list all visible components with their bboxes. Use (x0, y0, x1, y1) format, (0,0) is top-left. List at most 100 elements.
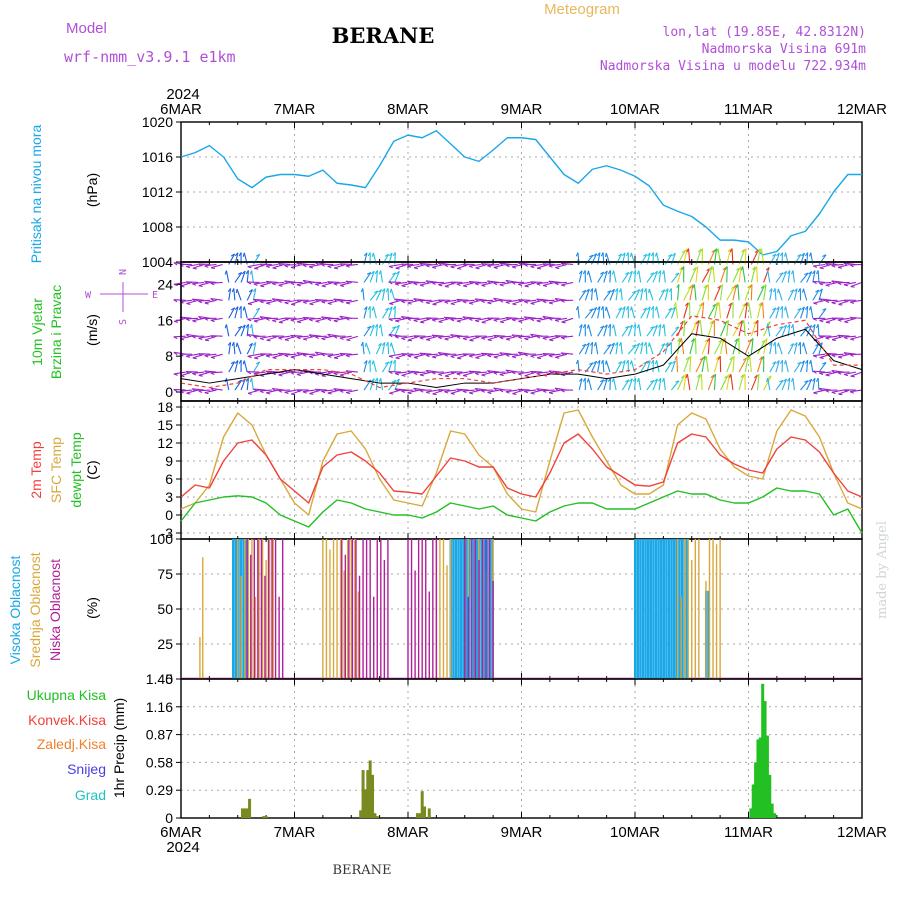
wind-arrow-head (249, 377, 253, 383)
wind-arrow-head (831, 280, 836, 284)
wind-arrow (228, 342, 232, 355)
wind-arrow-head (278, 337, 283, 340)
wind-arrow-head (560, 337, 566, 340)
cloud-bar-high (636, 539, 640, 679)
wind-arrow-head (388, 371, 393, 375)
wind-arrow (462, 299, 475, 302)
wind-arrow (812, 343, 820, 355)
wind-arrow-head (302, 301, 307, 304)
wind-arrow-head (819, 282, 824, 286)
wind-arrow-head (462, 390, 467, 394)
wind-arrow (251, 270, 254, 283)
wind-arrow (198, 263, 211, 266)
wind-arrow-head (629, 324, 633, 328)
wind-arrow (658, 289, 666, 301)
wind-arrow (536, 371, 549, 374)
wind-arrow-head (185, 371, 190, 375)
wind-arrow-head (801, 360, 805, 364)
wind-arrow (793, 288, 798, 301)
cloud-bar-high (707, 590, 710, 679)
temp-ytick-label: 12 (157, 435, 173, 451)
wind-arrow-head (758, 302, 762, 307)
wind-arrow-head (675, 272, 680, 276)
wind-arrow (333, 298, 346, 301)
wind-arrow (186, 317, 199, 320)
wind-arrow (831, 389, 844, 393)
wind-arrow (536, 388, 549, 391)
wind-arrow-head (831, 370, 836, 374)
wind-arrow (186, 263, 199, 267)
wind-arrow (787, 343, 795, 355)
wind-arrow (339, 389, 352, 392)
wind-arrow (825, 317, 838, 323)
wind-arrow-head (578, 378, 583, 382)
wind-arrow-head (284, 339, 289, 342)
wind-arrow-head (400, 316, 405, 320)
wind-arrow-head (271, 298, 276, 302)
wind-arrow (737, 284, 740, 301)
compass-n-label: N (118, 269, 129, 275)
wind-arrow-head (413, 335, 418, 339)
wind-arrow-head (648, 342, 650, 347)
precip-legend: Ukupna KisaKonvek.KisaZaledj.KisaSnijegG… (27, 687, 107, 803)
precip-bar (756, 739, 760, 818)
wind-arrow-head (838, 393, 843, 396)
wind-arrow-head (629, 270, 633, 275)
wind-arrow (812, 378, 816, 391)
wind-arrow-head (363, 252, 368, 257)
wind-arrow-head (711, 249, 716, 253)
wind-arrow-head (668, 341, 672, 346)
wind-arrow (345, 353, 358, 356)
wind-arrow (394, 360, 396, 373)
wind-arrow-head (296, 352, 301, 356)
wind-arrow-head (277, 389, 283, 393)
wind-arrow-head (314, 299, 319, 303)
wind-arrow-head (804, 380, 809, 383)
precip-legend-3: Snijeg (67, 761, 106, 777)
wind-arrow (584, 308, 594, 319)
wind-arrow (640, 307, 648, 319)
wind-arrow-head (249, 324, 253, 329)
wind-arrow (247, 317, 260, 320)
wind-arrow (315, 317, 328, 322)
temp-ytick-label: 9 (165, 453, 173, 469)
cloud-bar-high (639, 539, 642, 679)
wind-arrow (590, 342, 594, 355)
wind-arrow-head (607, 344, 612, 347)
wind-arrow-head (643, 288, 647, 293)
wind-arrow (524, 335, 537, 340)
wind-arrow (272, 353, 285, 359)
wind-arrow (713, 339, 723, 355)
precip-bar (765, 735, 769, 818)
wind-arrow (493, 334, 506, 337)
precip-bar (758, 737, 762, 818)
wind-arrow-head (763, 284, 767, 289)
wind-arrow-head (462, 316, 467, 320)
wind-arrow-head (733, 284, 737, 289)
wind-arrow-head (234, 306, 239, 310)
wind-arrow (375, 378, 379, 391)
wind-arrow-head (253, 336, 258, 339)
cloud-bar-high (459, 539, 463, 679)
wind-arrow (290, 263, 303, 268)
wind-arrow-head (826, 321, 831, 324)
wind-arrow (253, 371, 266, 375)
wind-arrow (638, 378, 642, 391)
wind-arrow (837, 317, 850, 321)
wind-arrow-head (253, 388, 258, 392)
wind-arrow-head (185, 281, 190, 285)
wind-arrow (388, 353, 401, 357)
wind-arrow (233, 342, 236, 355)
wind-arrow-head (523, 316, 528, 320)
wind-arrow-head (679, 320, 684, 325)
wind-arrow-head (684, 302, 689, 307)
wind-arrow (413, 263, 426, 269)
cloud-bar-high (662, 539, 666, 679)
wind-arrow (462, 389, 475, 392)
wind-arrow (792, 378, 795, 391)
wind-arrow-head (815, 324, 819, 329)
wind-arrow (695, 374, 701, 391)
wind-arrow-head (779, 379, 784, 383)
year-bottom: 2024 (166, 839, 199, 856)
wind-arrow-head (685, 356, 690, 361)
